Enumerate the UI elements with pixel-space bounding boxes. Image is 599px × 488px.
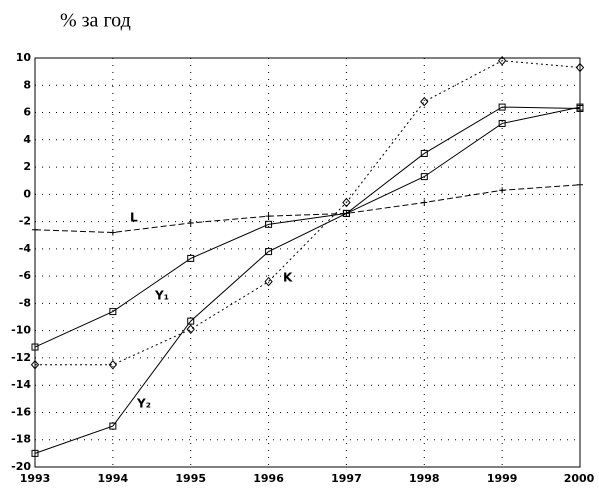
point [497,55,507,66]
series-label: L [130,211,138,225]
point [186,324,195,335]
y-tick-label: 6 [23,106,31,119]
point [421,199,428,206]
point [576,104,584,112]
point [498,103,506,111]
point [30,359,40,370]
x-tick-label: 1995 [175,472,206,485]
point [32,226,38,233]
y-tick-label: -12 [11,351,31,364]
y-tick-label: 4 [23,133,31,146]
point [187,254,195,262]
point [109,229,116,236]
y-tick-label: 10 [16,51,32,64]
y-tick-label: 8 [23,78,31,91]
point [187,219,194,226]
x-tick-label: 1996 [253,472,284,485]
series-label: Y₁ [154,289,169,303]
x-tick-label: 1998 [409,472,440,485]
series-line [35,60,581,366]
point [265,213,272,220]
y-tick-label: -4 [19,242,32,255]
y-tick-label: -18 [11,433,31,446]
point [499,187,506,194]
series-label: K [283,271,293,285]
y-tick-label: -6 [19,269,32,282]
point [264,276,273,287]
point [265,220,273,228]
y-tick-label: -16 [11,405,31,418]
plot-frame [34,57,581,468]
series-line [34,106,581,348]
series-line [34,184,581,234]
point [108,359,118,370]
point [420,173,428,181]
series-line [34,106,581,454]
y-tick-label: 2 [23,160,31,173]
x-tick-label: 2000 [564,472,595,485]
y-tick-label: -14 [11,378,31,391]
point [420,149,428,157]
y-tick-label: -10 [11,324,31,337]
point [498,119,506,127]
point [575,62,585,73]
point [187,317,195,325]
point [342,197,351,208]
point [265,248,273,256]
y-tick-label: -2 [19,215,31,228]
point [31,343,39,351]
x-tick-label: 1993 [20,472,51,485]
point [109,308,117,316]
y-tick-label: -20 [11,460,31,473]
y-tick-label: -8 [19,296,31,309]
x-tick-label: 1999 [487,472,518,485]
chart-title: % за год [60,10,131,32]
point [420,96,429,107]
point [109,422,117,430]
point [343,210,350,217]
y-tick-label: 0 [23,187,31,200]
series-label: Y₂ [136,397,151,411]
point [31,449,39,457]
x-tick-label: 1994 [98,472,129,485]
x-tick-label: 1997 [331,472,362,485]
point [577,181,583,188]
